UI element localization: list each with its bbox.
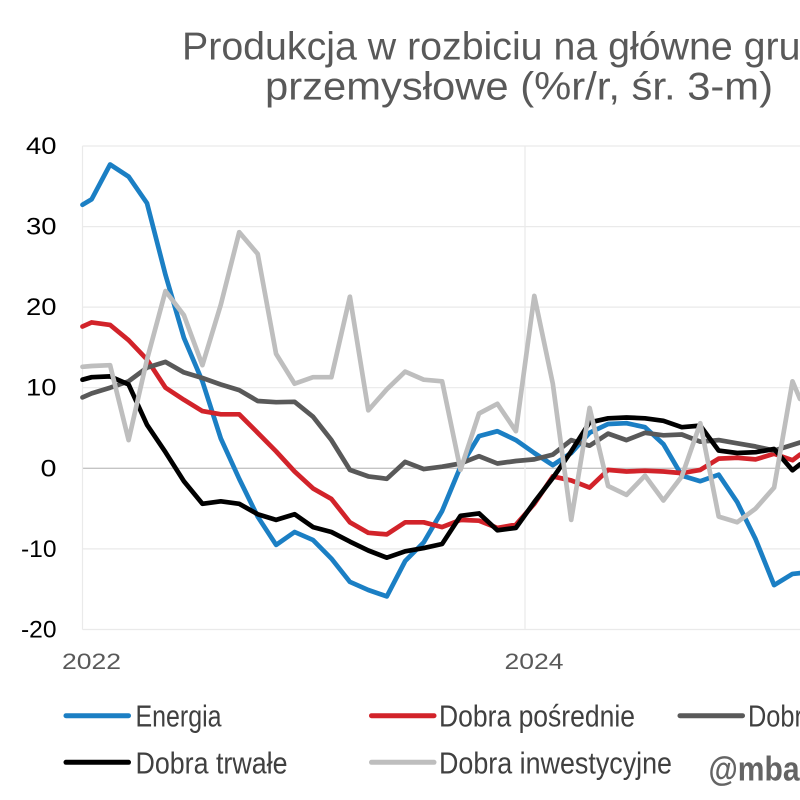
- svg-text:2022: 2022: [62, 649, 121, 674]
- svg-text:20: 20: [26, 294, 57, 321]
- svg-text:Energia: Energia: [136, 698, 223, 733]
- svg-text:Dobra pośrednie: Dobra pośrednie: [439, 698, 635, 733]
- svg-text:10: 10: [26, 375, 57, 402]
- svg-text:40: 40: [26, 133, 57, 160]
- svg-text:-10: -10: [21, 536, 57, 563]
- svg-text:Produkcja w rozbiciu na główne: Produkcja w rozbiciu na główne grupy: [182, 26, 800, 69]
- svg-text:30: 30: [26, 214, 57, 241]
- svg-text:przemysłowe (%r/r, śr. 3-m): przemysłowe (%r/r, śr. 3-m): [265, 65, 773, 108]
- svg-text:2024: 2024: [505, 649, 564, 674]
- svg-text:Dobra inwestycyjne: Dobra inwestycyjne: [439, 746, 672, 781]
- svg-text:Dobra trwałe: Dobra trwałe: [136, 746, 288, 781]
- svg-text:-20: -20: [21, 617, 57, 644]
- svg-text:0: 0: [41, 455, 57, 482]
- svg-text:Dobra konsumpcyjne: Dobra konsumpcyjne: [748, 698, 800, 733]
- svg-text:@mbank_research: @mbank_research: [709, 751, 800, 789]
